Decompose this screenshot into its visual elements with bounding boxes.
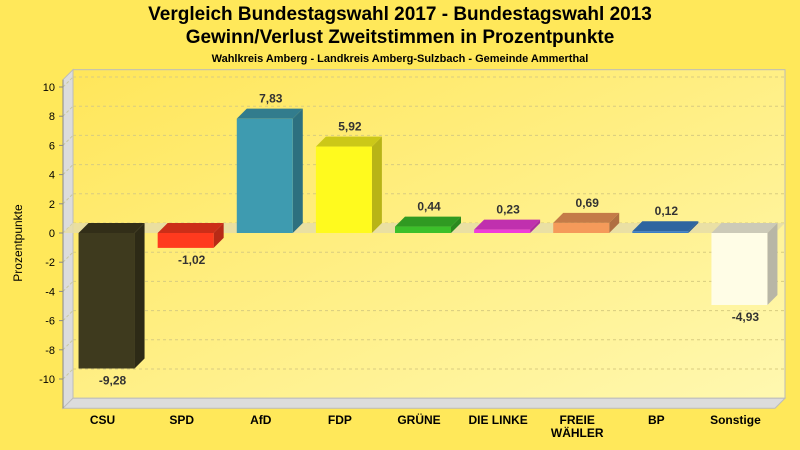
bar-top xyxy=(632,221,699,232)
bar-bp xyxy=(632,221,699,233)
bar-side xyxy=(371,136,382,233)
bars xyxy=(78,108,778,369)
bar-top xyxy=(78,223,145,233)
bar-top xyxy=(395,216,461,227)
y-tick-label: 2 xyxy=(49,199,55,211)
value-label: -4,93 xyxy=(732,310,760,324)
bar-front xyxy=(157,233,214,248)
value-label: -9,28 xyxy=(99,373,127,387)
y-tick-label: -2 xyxy=(45,257,55,269)
bar-front xyxy=(78,233,135,369)
value-label: 0,69 xyxy=(576,196,600,210)
gridline-diagonal xyxy=(62,310,74,321)
y-tick-label: -6 xyxy=(45,316,55,328)
bar-die-linke xyxy=(474,219,541,233)
value-label: 0,44 xyxy=(417,200,441,214)
plot-floor xyxy=(61,397,787,409)
y-axis: 10 8 6 4 2 0 -2 -4 -6 -8 -10 xyxy=(39,79,64,409)
y-tick-label: 0 xyxy=(49,228,55,240)
value-label: 7,83 xyxy=(259,92,283,106)
bar-side xyxy=(451,216,461,233)
bar-afd xyxy=(236,108,303,233)
value-label: 5,92 xyxy=(338,120,362,134)
x-tick-label: DIE LINKE xyxy=(468,413,527,427)
bar-front xyxy=(474,229,531,233)
y-tick-label: -4 xyxy=(45,286,55,298)
x-tick-label: WÄHLER xyxy=(551,425,604,440)
bar-front xyxy=(236,118,293,233)
bar-front xyxy=(315,146,372,233)
x-tick-label: AfD xyxy=(250,413,272,427)
y-tick-label: 4 xyxy=(49,170,55,182)
bar-side xyxy=(609,212,620,233)
gridlines xyxy=(62,76,785,380)
x-tick-label: CSU xyxy=(90,413,115,427)
x-tick-label: Sonstige xyxy=(710,413,761,427)
chart-subtitle: Gewinn/Verlust Zweitstimmen in Prozentpu… xyxy=(185,27,615,48)
bar-fdp xyxy=(315,136,382,233)
gridline-diagonal xyxy=(62,281,74,292)
y-tick-label: 8 xyxy=(49,111,55,123)
value-label: 0,12 xyxy=(655,204,679,218)
gridline-diagonal xyxy=(62,339,74,351)
x-tick-label: FREIE xyxy=(560,413,595,427)
bar-front xyxy=(395,226,451,233)
y-axis-label: Prozentpunkte xyxy=(11,204,25,282)
x-tick-label: FDP xyxy=(328,413,352,427)
bar-side xyxy=(767,223,778,305)
plot-left-wall xyxy=(62,68,74,410)
chart-title: Vergleich Bundestagswahl 2017 - Bundesta… xyxy=(148,4,652,25)
bar-front xyxy=(553,222,610,233)
x-tick-label: GRÜNE xyxy=(397,412,440,427)
bar-top xyxy=(236,108,303,119)
value-labels: -9,28 -1,02 7,83 5,92 0,44 0,23 0,69 0,12 -4,93 xyxy=(99,92,760,388)
bar-side xyxy=(134,223,145,369)
y-tick-label: -10 xyxy=(39,374,55,386)
chart-region-subtitle: Wahlkreis Amberg - Landkreis Amberg-Sulz… xyxy=(211,53,589,65)
y-tick-label: 10 xyxy=(43,82,55,94)
bar-top xyxy=(474,219,541,230)
value-label: -1,02 xyxy=(178,253,206,267)
bar-top xyxy=(553,212,620,223)
y-tick-label: 6 xyxy=(49,140,55,152)
bar-freie-wähler xyxy=(553,212,620,233)
bar-front xyxy=(632,231,689,233)
gridline-diagonal xyxy=(62,251,74,263)
bar-front xyxy=(711,233,768,305)
bar-side xyxy=(688,221,699,233)
gridline-diagonal xyxy=(62,368,74,380)
gridline-diagonal xyxy=(62,76,74,88)
bar-side xyxy=(292,108,303,233)
bar-top xyxy=(157,223,224,233)
x-tick-label: SPD xyxy=(169,413,194,427)
bar-csu xyxy=(78,223,145,369)
gridline-diagonal xyxy=(62,135,74,146)
gridline-diagonal xyxy=(62,164,74,175)
gridline-diagonal xyxy=(62,105,74,117)
bar-grüne xyxy=(395,216,461,233)
bar-sonstige xyxy=(711,223,778,305)
bar-spd xyxy=(157,223,224,248)
gridline-diagonal xyxy=(62,193,74,205)
y-tick-label: -8 xyxy=(45,345,55,357)
bar-side xyxy=(530,219,541,233)
bar-top xyxy=(315,136,382,147)
x-tick-label: BP xyxy=(648,413,665,427)
bar-top xyxy=(711,223,778,233)
value-label: 0,23 xyxy=(496,203,520,217)
bar-side xyxy=(213,223,224,248)
